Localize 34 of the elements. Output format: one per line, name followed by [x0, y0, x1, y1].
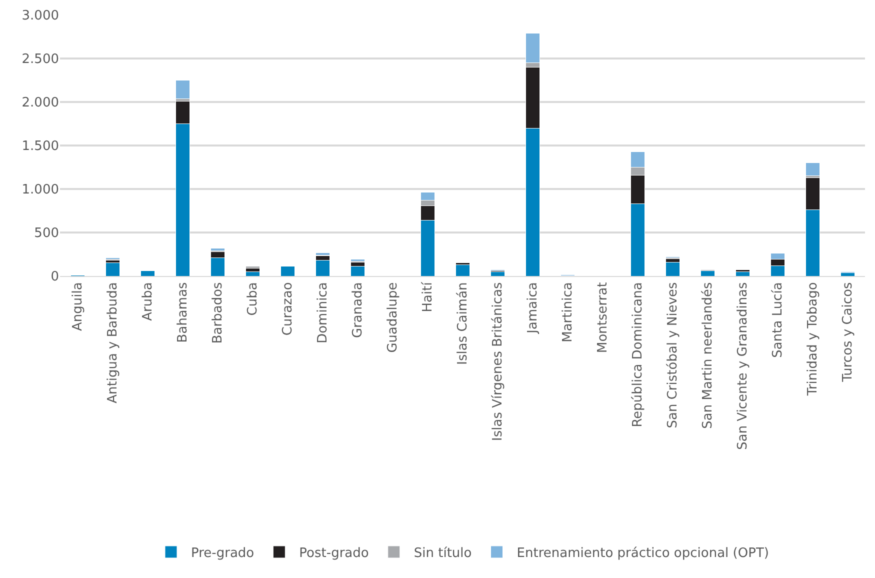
x-tick-label: Turcos y Caicos — [840, 282, 856, 383]
x-tick-label: Martinica — [560, 282, 576, 342]
x-tick-label: San Martin neerlandés — [700, 282, 716, 429]
x-tick-label: San Cristóbal y Nieves — [666, 282, 681, 428]
x-tick-label: Curazao — [280, 282, 296, 336]
x-tick-label: Jamaica — [526, 282, 541, 334]
y-tick-label: 1.000 — [22, 182, 59, 198]
x-tick-label: Santa Lucía — [770, 282, 786, 358]
x-tick-label: Islas Caimán — [456, 282, 471, 365]
x-tick-label: Haití — [420, 282, 436, 312]
y-tick-label: 2.500 — [22, 52, 59, 68]
y-tick-label: 2.000 — [22, 96, 59, 111]
x-tick-label: Antigua y Barbuda — [106, 282, 121, 404]
legend-label: Pre-grado — [191, 546, 254, 562]
x-tick-label: Cuba — [246, 282, 261, 316]
x-tick-label: Dominica — [316, 282, 331, 344]
x-tick-label: Bahamas — [176, 282, 191, 343]
x-tick-label: Anguila — [70, 282, 86, 332]
y-tick-label: 500 — [34, 226, 59, 242]
legend-label: Entrenamiento práctico opcional (OPT) — [516, 546, 769, 562]
legend-label: Sin título — [414, 546, 472, 562]
x-tick-label: San Vicente y Granadinas — [736, 282, 751, 450]
y-tick-label: 0 — [50, 270, 59, 285]
x-tick-label: República Dominicana — [630, 282, 646, 428]
x-tick-label: Guadalupe — [386, 282, 401, 353]
x-tick-label: Islas Vírgenes Británicas — [490, 282, 506, 441]
legend-label: Post-grado — [299, 546, 369, 562]
x-tick-label: Aruba — [140, 282, 156, 321]
y-tick-label: 1.500 — [22, 139, 59, 154]
x-tick-label: Montserrat — [596, 282, 611, 354]
x-tick-label: Barbados — [210, 282, 226, 344]
y-tick-label: 3.000 — [22, 8, 59, 24]
x-tick-label: Trinidad y Tobago — [806, 282, 821, 397]
x-tick-label: Granada — [350, 282, 366, 338]
